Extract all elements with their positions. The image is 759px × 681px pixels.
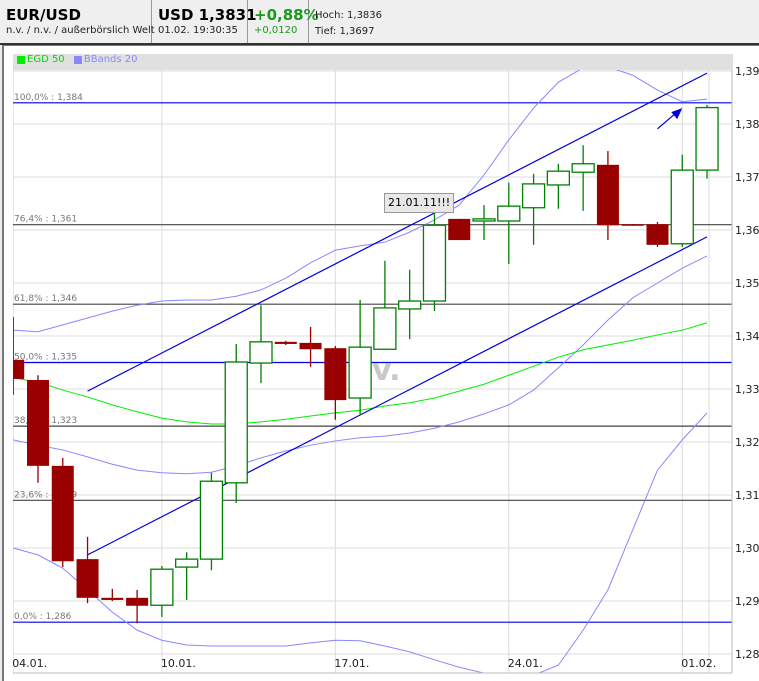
bbands-legend-label[interactable]: BBands 20 <box>83 54 138 65</box>
range-cell: Hoch: 1,3836 Tief: 1,3697 <box>309 0 759 43</box>
plot-area: v. 100,0% : 1,384 76,4% : 1,361 61,8% : 1,3… <box>13 54 732 673</box>
candle-up <box>348 346 372 399</box>
trend-channel-line <box>87 236 708 556</box>
symbol-cell: EUR/USD n.v. / n.v. / außerbörslich Welt <box>0 0 155 43</box>
x-tick-label: 10.01. <box>161 657 196 670</box>
fibonacci-label: 61,8% : 1,346 <box>14 294 77 304</box>
candle-up <box>546 170 571 186</box>
candle-up <box>150 568 174 606</box>
y-tick-label: 1,31 <box>735 489 759 502</box>
symbol: EUR/USD <box>6 6 81 24</box>
candle-down <box>76 559 99 598</box>
change-cell: +0,88% +0,0120 <box>248 0 319 43</box>
candle-up <box>249 341 273 364</box>
candle-down <box>13 359 25 379</box>
fibonacci-label: 50,0% : 1,335 <box>14 353 77 363</box>
candle-up <box>571 163 595 173</box>
x-tick-label: 04.01. <box>12 657 47 670</box>
candle-up <box>224 361 248 484</box>
y-tick-label: 1,35 <box>735 277 759 290</box>
chart-legend: EGD 50 BBands 20 <box>13 54 732 70</box>
day-low: Tief: 1,3697 <box>315 26 375 37</box>
fibonacci-label: 100,0% : 1,384 <box>14 93 83 103</box>
candle-down <box>126 597 149 606</box>
price-cell: USD 1,3831 01.02. 19:30:35 <box>152 0 257 43</box>
candle-up <box>521 183 546 209</box>
candle-down <box>299 342 322 350</box>
candle-up <box>695 106 719 171</box>
candle-down <box>646 224 669 245</box>
egd-legend-label[interactable]: EGD 50 <box>27 54 65 65</box>
y-tick-label: 1,39 <box>735 65 759 78</box>
candle-down <box>621 224 644 226</box>
bbands-legend-swatch <box>73 55 82 64</box>
candle-down <box>51 465 74 562</box>
x-tick-label: 01.02. <box>681 657 716 670</box>
bbands-lower-line <box>13 412 708 673</box>
arrow-head-icon <box>671 108 683 120</box>
candle-down <box>324 348 347 401</box>
candle-up <box>398 300 422 310</box>
candle-down <box>101 597 124 600</box>
y-tick-label: 1,38 <box>735 118 759 131</box>
fibonacci-label: 76,4% : 1,361 <box>14 215 77 225</box>
y-tick-label: 1,37 <box>735 171 759 184</box>
fibonacci-label: 0,0% : 1,286 <box>14 612 72 622</box>
last-price: USD 1,3831 <box>158 6 257 24</box>
change-percent: +0,88% <box>254 6 319 24</box>
candle-up <box>199 480 224 560</box>
y-tick-label: 1,34 <box>735 330 759 343</box>
y-tick-label: 1,32 <box>735 436 759 449</box>
candle-down <box>596 164 619 226</box>
watermark-logo: v. <box>372 353 401 388</box>
candle-down <box>26 379 49 466</box>
bbands-middle-line <box>13 255 708 475</box>
trend-channel-line <box>87 72 708 392</box>
timestamp: 01.02. 19:30:35 <box>158 25 238 36</box>
annotation-tooltip: 21.01.11!!! <box>384 193 455 213</box>
y-tick-label: 1,28 <box>735 648 759 661</box>
candle-down <box>274 341 297 344</box>
candle-up <box>670 169 694 245</box>
change-absolute: +0,0120 <box>254 25 298 36</box>
quote-header: EUR/USD n.v. / n.v. / außerbörslich Welt… <box>0 0 759 45</box>
fibonacci-label: 23,6% : 1,309 <box>14 490 77 500</box>
candle-up <box>373 307 397 350</box>
y-tick-label: 1,36 <box>735 224 759 237</box>
candle-up <box>422 224 447 302</box>
candle-up <box>175 558 199 568</box>
y-tick-label: 1,29 <box>735 595 759 608</box>
venue: n.v. / n.v. / außerbörslich Welt <box>6 25 155 36</box>
candle-up <box>497 205 521 222</box>
x-tick-label: 24.01. <box>508 657 543 670</box>
x-tick-label: 17.01. <box>334 657 369 670</box>
day-high: Hoch: 1,3836 <box>315 10 383 21</box>
egd-legend-swatch <box>17 55 25 64</box>
candle-up <box>472 218 496 222</box>
candle-down <box>448 218 471 241</box>
y-tick-label: 1,33 <box>735 383 759 396</box>
y-tick-label: 1,30 <box>735 542 759 555</box>
